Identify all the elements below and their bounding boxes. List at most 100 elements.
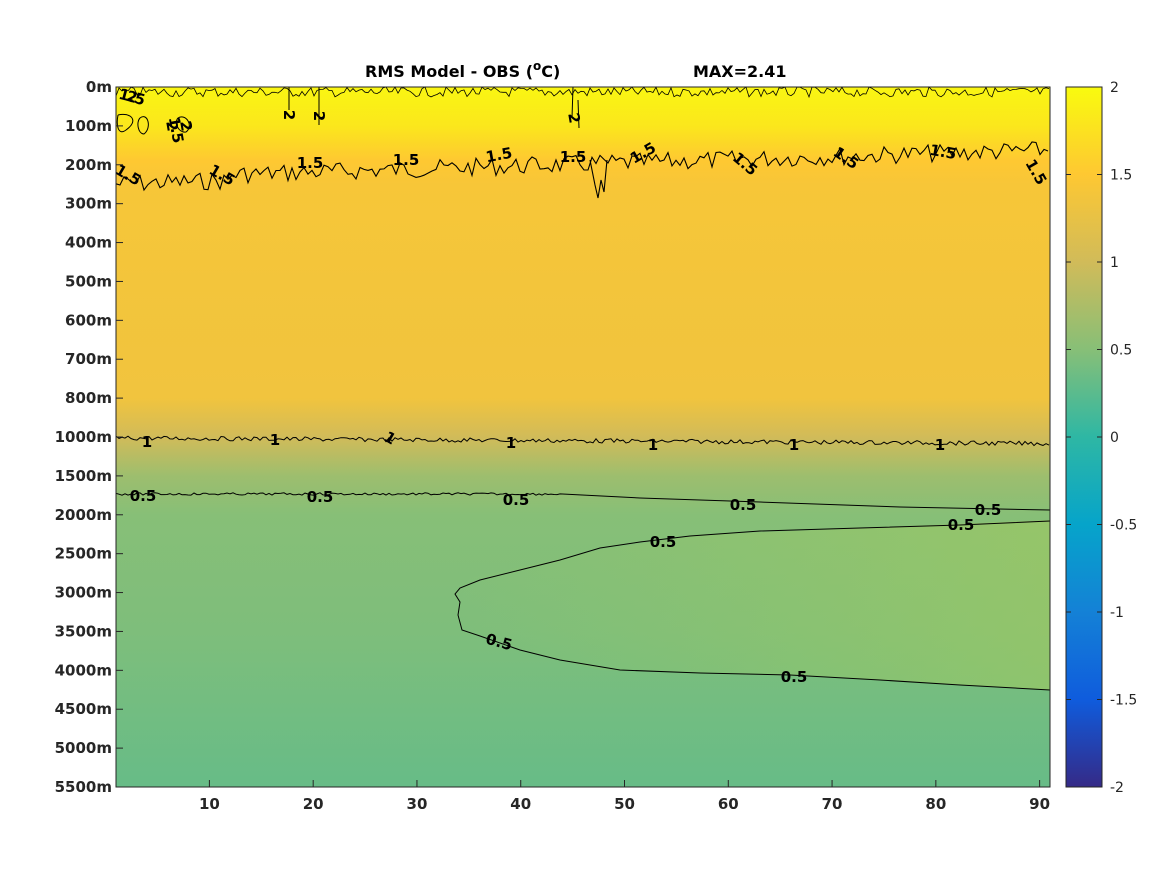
colorbar-tick-label: -0.5 bbox=[1110, 518, 1137, 534]
y-tick-label: 5500m bbox=[55, 778, 112, 796]
contour-label-group: 2 bbox=[280, 110, 298, 120]
contour-line-1-5-dip bbox=[589, 159, 608, 199]
contour-label: 0.5 bbox=[503, 491, 530, 509]
y-tick-label: 3000m bbox=[55, 584, 112, 602]
x-tick-label: 60 bbox=[718, 795, 739, 813]
contour-label-group: 1 bbox=[142, 433, 152, 451]
contour-label: 0.5 bbox=[130, 487, 157, 505]
y-tick-label: 1500m bbox=[55, 467, 112, 485]
max-annotation: MAX=2.41 bbox=[693, 62, 787, 81]
contour-label: 1 bbox=[506, 434, 516, 452]
y-tick-label: 600m bbox=[65, 311, 112, 329]
colorbar: 2 1.5 1 0.5 0 -0.5 -1 -1.5 -2 bbox=[1065, 80, 1137, 796]
contour-line-1-5 bbox=[115, 141, 1049, 192]
y-tick-label: 200m bbox=[65, 156, 112, 174]
contour-label-group: 0.5 bbox=[503, 491, 530, 509]
y-tick-label: 300m bbox=[65, 195, 112, 213]
contour-label: 0.5 bbox=[948, 516, 975, 534]
y-tick-label: 4000m bbox=[55, 661, 112, 679]
contour-label: 2 bbox=[280, 110, 298, 120]
contour-label: 1 bbox=[648, 436, 658, 454]
contour-label-group: 0.5 bbox=[130, 487, 157, 505]
contour-label: 0.5 bbox=[781, 668, 808, 686]
colorbar-tick-label: 2 bbox=[1110, 80, 1119, 96]
contour-label-group: 1 bbox=[648, 436, 658, 454]
warm-patch bbox=[455, 520, 1050, 690]
y-tick-label: 400m bbox=[65, 234, 112, 252]
contour-label-group: 2 bbox=[564, 111, 584, 124]
contour-label: 1.5 bbox=[928, 141, 957, 163]
contour-label-group: 1.5 bbox=[165, 115, 187, 144]
y-tick-label: 5000m bbox=[55, 739, 112, 757]
y-tick-label: 700m bbox=[65, 350, 112, 368]
x-tick-label: 90 bbox=[1029, 795, 1050, 813]
contour-label-group: 1 bbox=[270, 431, 280, 449]
contour-label: 2 bbox=[125, 87, 140, 107]
contour-label: 1.5 bbox=[393, 151, 420, 169]
y-tick-label: 0m bbox=[86, 78, 112, 96]
colorbar-tick-label: -2 bbox=[1110, 780, 1124, 796]
contour-label-group: 0.5 bbox=[975, 501, 1002, 519]
contour-label: 2 bbox=[176, 119, 196, 132]
contour-label: 1.5 bbox=[560, 148, 587, 166]
y-tick-label: 3500m bbox=[55, 622, 112, 640]
contour-label: 1 bbox=[270, 431, 280, 449]
contour-label: 1.5 bbox=[484, 144, 513, 166]
contour-label: 2 bbox=[310, 111, 328, 121]
contour-line-surface bbox=[115, 86, 1050, 99]
contour-label-group: 1 bbox=[506, 434, 516, 452]
contour-label-group: 1.5 bbox=[393, 151, 420, 169]
contour-label: 1.5 bbox=[165, 115, 187, 144]
contour-label: 0.5 bbox=[307, 488, 334, 506]
contour-label-group: 0.5 bbox=[730, 496, 757, 514]
chart-title: RMS Model - OBS (oC) bbox=[365, 59, 560, 81]
x-tick-label: 30 bbox=[407, 795, 428, 813]
contour-label-group: 2 bbox=[125, 87, 140, 107]
contour-label-group: 1 bbox=[935, 436, 945, 454]
x-axis: 10 20 30 40 50 60 70 80 90 bbox=[199, 780, 1050, 813]
contour-label-group: 1.5 bbox=[560, 148, 587, 166]
contour-label-group: 2 bbox=[176, 119, 196, 132]
contour-label-group: 0.5 bbox=[781, 668, 808, 686]
colorbar-tick-label: -1.5 bbox=[1110, 693, 1137, 709]
contour-label-group: 2 bbox=[310, 111, 328, 121]
x-tick-label: 70 bbox=[822, 795, 843, 813]
colorbar-tick-label: 0 bbox=[1110, 430, 1119, 446]
contour-label: 0.5 bbox=[730, 496, 757, 514]
y-tick-label: 2000m bbox=[55, 506, 112, 524]
contour-loop bbox=[175, 116, 190, 133]
contour-line-0-5-upper bbox=[115, 492, 1051, 511]
contour-label: 1 bbox=[935, 436, 945, 454]
contour-label: 1 bbox=[789, 436, 799, 454]
contour-loop bbox=[137, 116, 149, 135]
y-axis: 0m 100m 200m 300m 400m 500m 600m 700m 800m 1000m 1… bbox=[55, 78, 123, 796]
colorbar-tick-label: -1 bbox=[1110, 605, 1124, 621]
contour-label-group: 0.5 bbox=[948, 516, 975, 534]
contour-loop bbox=[116, 113, 134, 133]
x-tick-label: 10 bbox=[199, 795, 220, 813]
contour-label-group: 0.5 bbox=[650, 533, 677, 551]
contour-label: 1 bbox=[142, 433, 152, 451]
x-tick-label: 40 bbox=[510, 795, 531, 813]
colorbar-ticks: 2 1.5 1 0.5 0 -0.5 -1 -1.5 -2 bbox=[1066, 80, 1137, 796]
y-tick-label: 1000m bbox=[55, 428, 112, 446]
contour-label-group: 1.5 bbox=[928, 141, 957, 163]
contour-line-0-5-enclosed bbox=[454, 520, 1051, 691]
y-tick-label: 2500m bbox=[55, 545, 112, 563]
contour-label: 2 bbox=[564, 111, 584, 124]
contour-label-group: 1.5 bbox=[484, 144, 513, 166]
contour-label: 1.5 bbox=[297, 154, 324, 172]
contour-label: 0.5 bbox=[650, 533, 677, 551]
x-tick-label: 50 bbox=[614, 795, 635, 813]
y-tick-label: 800m bbox=[65, 389, 112, 407]
colorbar-tick-label: 1 bbox=[1110, 255, 1119, 271]
y-tick-label: 100m bbox=[65, 117, 112, 135]
contour-line-1 bbox=[115, 435, 1050, 447]
contour-label-group: 1.5 bbox=[297, 154, 324, 172]
x-tick-label: 80 bbox=[925, 795, 946, 813]
colorbar-tick-label: 0.5 bbox=[1110, 343, 1132, 359]
y-tick-label: 500m bbox=[65, 272, 112, 290]
contour-lines bbox=[115, 86, 1051, 691]
